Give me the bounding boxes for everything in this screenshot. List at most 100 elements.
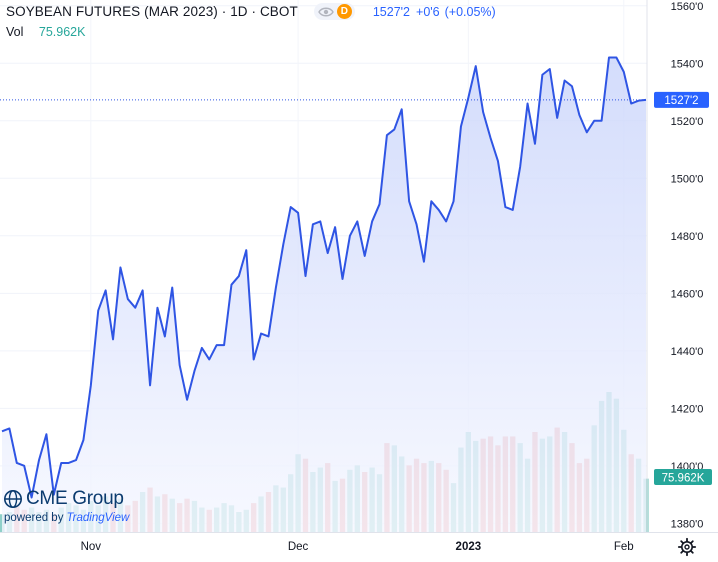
price-point bbox=[327, 252, 329, 254]
price-point bbox=[134, 306, 136, 308]
price-point bbox=[60, 462, 62, 464]
x-tick-label: Dec bbox=[288, 541, 309, 553]
price-point bbox=[452, 200, 454, 202]
y-tick-label: 1460'0 bbox=[671, 288, 704, 300]
price-point bbox=[186, 399, 188, 401]
tradingview-brand[interactable]: TradingView bbox=[66, 512, 130, 524]
price-point bbox=[556, 117, 558, 119]
price-point bbox=[563, 79, 565, 81]
last-price-tag bbox=[654, 91, 709, 108]
price-point bbox=[312, 223, 314, 225]
cme-logo[interactable]: CME Group powered by TradingView bbox=[3, 488, 129, 524]
price-point bbox=[334, 226, 336, 228]
price-point bbox=[8, 427, 10, 429]
price-point bbox=[630, 102, 632, 104]
price-point bbox=[164, 335, 166, 337]
volume-tag bbox=[654, 469, 712, 485]
price-point bbox=[1, 430, 3, 432]
price-point bbox=[534, 143, 536, 145]
eye-icon bbox=[318, 7, 334, 16]
price-point bbox=[349, 235, 351, 237]
logo-name: CME Group bbox=[26, 488, 124, 509]
price-point bbox=[67, 462, 69, 464]
price-point bbox=[90, 384, 92, 386]
price-point bbox=[445, 220, 447, 222]
price-point bbox=[16, 462, 18, 464]
price-point bbox=[460, 125, 462, 127]
price-point bbox=[275, 286, 277, 288]
y-tick-label: 1520'0 bbox=[671, 116, 704, 128]
price-point bbox=[578, 114, 580, 116]
price-point bbox=[408, 200, 410, 202]
x-tick-label: 2023 bbox=[456, 541, 482, 553]
price-point bbox=[415, 223, 417, 225]
price-point bbox=[267, 335, 269, 337]
price-point bbox=[489, 137, 491, 139]
visibility-toggle[interactable]: D bbox=[313, 3, 355, 20]
price-point bbox=[482, 111, 484, 113]
price-point bbox=[341, 278, 343, 280]
price-point bbox=[608, 56, 610, 58]
powered-by-label: powered by bbox=[4, 512, 64, 524]
y-tick-label: 1440'0 bbox=[671, 346, 704, 358]
price-point bbox=[149, 384, 151, 386]
price-point bbox=[512, 209, 514, 211]
settings-button[interactable] bbox=[677, 537, 697, 557]
last-price: 1527'2 bbox=[372, 4, 411, 19]
volume-tag-label: 75.962K bbox=[662, 473, 705, 485]
price-point bbox=[519, 166, 521, 168]
price-point bbox=[45, 433, 47, 435]
price-point bbox=[193, 370, 195, 372]
price-point bbox=[549, 68, 551, 70]
y-tick-label: 1540'0 bbox=[671, 58, 704, 70]
time-axis[interactable]: Nov Dec 2023 Feb bbox=[0, 532, 718, 554]
price-point bbox=[23, 465, 25, 467]
price-point bbox=[208, 358, 210, 360]
price-point bbox=[97, 309, 99, 311]
y-tick-label: 1380'0 bbox=[671, 518, 704, 530]
price-point bbox=[75, 459, 77, 461]
price-area-fill bbox=[2, 57, 646, 532]
price-point bbox=[156, 306, 158, 308]
price-point bbox=[386, 134, 388, 136]
price-point bbox=[230, 283, 232, 285]
price-point bbox=[571, 85, 573, 87]
price-point bbox=[297, 212, 299, 214]
volume-label[interactable]: Vol bbox=[6, 25, 24, 39]
price-point bbox=[215, 344, 217, 346]
price-axis[interactable]: 1380'01400'01420'01440'01460'01480'01500… bbox=[646, 0, 704, 532]
price-point bbox=[304, 275, 306, 277]
price-point bbox=[475, 65, 477, 67]
y-tick-label: 1480'0 bbox=[671, 231, 704, 243]
volume-value: 75.962K bbox=[38, 25, 86, 39]
price-point bbox=[119, 266, 121, 268]
price-point bbox=[238, 275, 240, 277]
powered-by: powered by TradingView bbox=[4, 512, 129, 524]
price-point bbox=[82, 439, 84, 441]
price-change-percent: (+0.05%) bbox=[444, 4, 496, 19]
price-point bbox=[430, 200, 432, 202]
price-point bbox=[623, 71, 625, 73]
x-tick-label: Nov bbox=[81, 541, 102, 553]
volume-legend: Vol 75.962K bbox=[6, 25, 85, 39]
cme-globe-icon bbox=[4, 490, 22, 508]
gear-icon bbox=[677, 537, 697, 557]
interval-badge: D bbox=[336, 4, 352, 19]
price-point bbox=[245, 249, 247, 251]
symbol-title[interactable]: SOYBEAN FUTURES (MAR 2023) · 1D · CBOT bbox=[6, 4, 298, 19]
price-point bbox=[438, 209, 440, 211]
price-point bbox=[364, 255, 366, 257]
price-point bbox=[282, 243, 284, 245]
price-point bbox=[467, 97, 469, 99]
price-point bbox=[593, 120, 595, 122]
price-point bbox=[223, 344, 225, 346]
price-point bbox=[504, 206, 506, 208]
x-tick-label: Feb bbox=[614, 541, 634, 553]
price-line bbox=[1, 56, 647, 499]
price-point bbox=[356, 220, 358, 222]
price-point bbox=[252, 358, 254, 360]
price-point bbox=[201, 347, 203, 349]
price-point bbox=[526, 102, 528, 104]
price-point bbox=[289, 206, 291, 208]
